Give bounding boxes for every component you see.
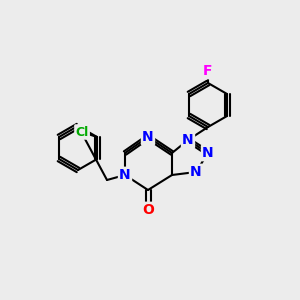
Text: N: N <box>190 165 202 179</box>
Text: N: N <box>202 146 214 160</box>
Text: Cl: Cl <box>75 125 89 139</box>
Text: F: F <box>203 64 213 78</box>
Text: O: O <box>142 203 154 217</box>
Text: N: N <box>142 130 154 144</box>
Text: N: N <box>182 133 194 147</box>
Text: N: N <box>119 168 131 182</box>
